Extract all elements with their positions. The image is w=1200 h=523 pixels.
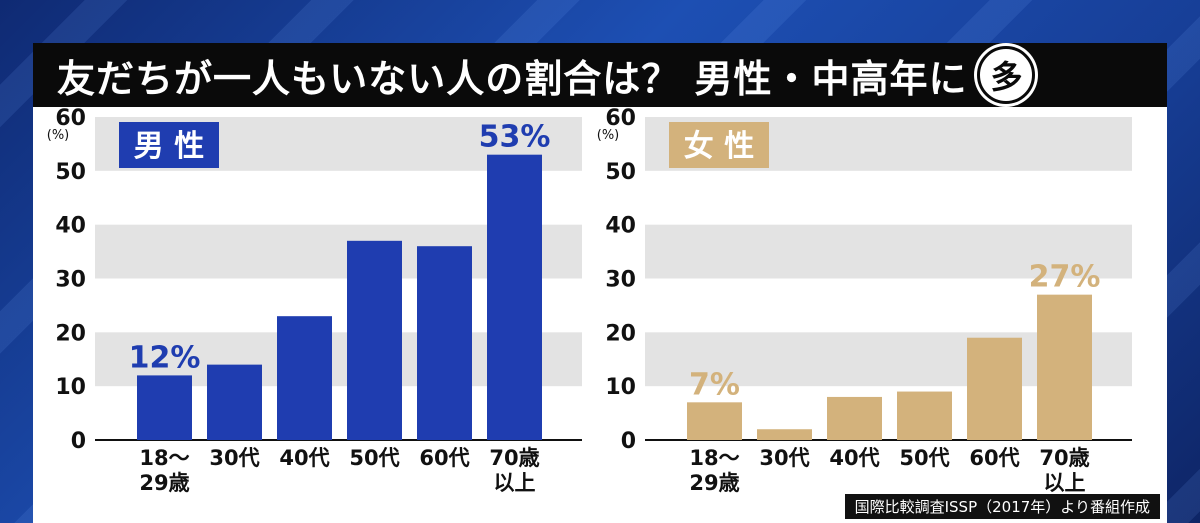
male-x-tick-label: 29歳	[139, 471, 189, 495]
female-x-tick-label: 以上	[1044, 471, 1086, 495]
male-bar	[347, 240, 402, 440]
female-x-tick-label: 29歳	[689, 471, 739, 495]
male-x-tick-label: 18〜	[139, 446, 189, 470]
male-x-tick-label: 以上	[494, 471, 536, 495]
female-x-tick-label: 50代	[899, 446, 949, 470]
title-bar: 友だちが一人もいない人の割合は？ 男性・中高年に 多	[33, 43, 1167, 107]
male-bar	[277, 316, 332, 440]
male-bar	[487, 154, 542, 440]
male-x-tick-label: 70歳	[489, 446, 539, 470]
male-y-tick-label: 30	[55, 268, 86, 293]
female-y-tick-label: 0	[621, 429, 636, 454]
male-x-tick-label: 40代	[279, 446, 329, 470]
emphasis-badge: 多	[977, 46, 1036, 104]
male-x-tick-label: 50代	[349, 446, 399, 470]
male-bar	[417, 246, 472, 440]
female-x-tick-label: 70歳	[1039, 446, 1089, 470]
male-y-tick-label: 0	[71, 429, 86, 454]
female-grid-band	[645, 224, 1132, 279]
female-x-tick-label: 60代	[969, 446, 1019, 470]
female-bar	[967, 337, 1022, 440]
male-bar	[137, 375, 192, 440]
female-chart-title: 女 性	[684, 129, 754, 164]
male-y-tick-label: 10	[55, 375, 86, 400]
female-y-tick-label: 30	[605, 268, 636, 293]
female-y-tick-label: 40	[605, 214, 636, 239]
female-x-tick-label: 18〜	[689, 446, 739, 470]
male-bar	[207, 364, 262, 440]
male-y-tick-label: 60	[55, 106, 86, 131]
male-data-label: 12%	[129, 340, 201, 375]
female-bar	[687, 402, 742, 440]
male-y-unit-label: (%)	[47, 128, 70, 143]
female-y-unit-label: (%)	[597, 128, 620, 143]
female-y-tick-label: 20	[605, 321, 636, 346]
male-chart-title: 男 性	[134, 129, 204, 164]
female-title-box	[669, 122, 769, 168]
source-caption: 国際比較調査ISSP（2017年）より番組作成	[844, 494, 1160, 519]
female-y-tick-label: 50	[605, 160, 636, 185]
female-bar	[757, 429, 812, 440]
male-y-tick-label: 20	[55, 321, 86, 346]
female-data-label: 27%	[1029, 260, 1101, 295]
male-x-tick-label: 30代	[209, 446, 259, 470]
male-title-box	[119, 122, 219, 168]
female-bar	[827, 396, 882, 440]
male-y-tick-label: 40	[55, 214, 86, 239]
page-title: 友だちが一人もいない人の割合は？ 男性・中高年に	[57, 56, 968, 101]
female-y-tick-label: 10	[605, 375, 636, 400]
female-x-tick-label: 30代	[759, 446, 809, 470]
female-bar	[897, 391, 952, 440]
female-data-label: 7%	[689, 367, 740, 402]
male-y-tick-label: 50	[55, 160, 86, 185]
female-y-tick-label: 60	[605, 106, 636, 131]
female-x-tick-label: 40代	[829, 446, 879, 470]
female-bar	[1037, 294, 1092, 440]
male-x-tick-label: 60代	[419, 446, 469, 470]
male-data-label: 53%	[479, 120, 551, 155]
